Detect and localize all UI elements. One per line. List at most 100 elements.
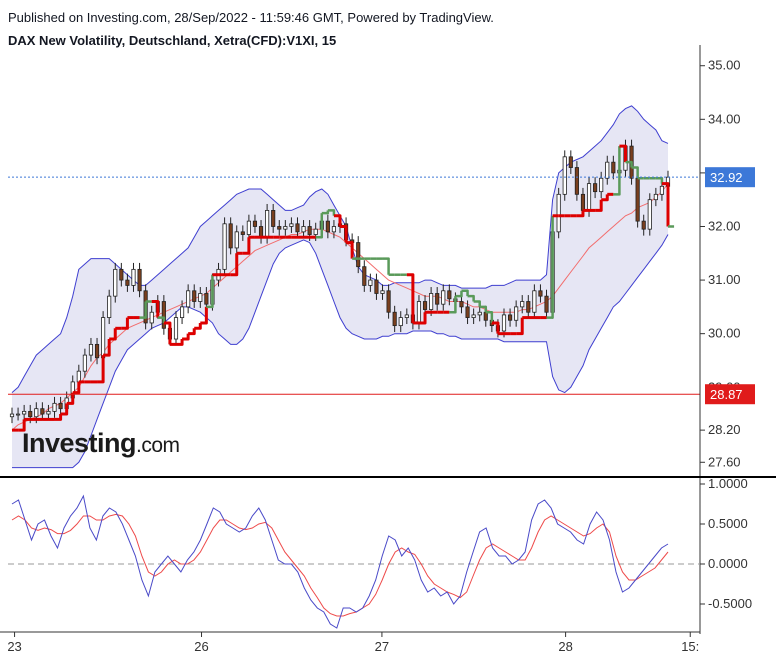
candle-body [240, 231, 245, 235]
oscillator-pane [8, 494, 700, 629]
candle-body [113, 268, 118, 297]
price-tick-label: 28.20 [708, 422, 741, 437]
candle-body [258, 226, 264, 238]
time-tick-label: 27 [375, 639, 389, 654]
supertrend-segment [461, 289, 469, 297]
candle-body [538, 290, 543, 297]
candle-body [593, 183, 598, 193]
supertrend-segment [333, 214, 342, 227]
candle-body [289, 223, 294, 227]
supertrend-segment [157, 316, 166, 323]
candle-body [161, 301, 166, 329]
candle-body [508, 314, 513, 321]
last-price-badge-bg [705, 167, 755, 188]
main-pane [9, 105, 675, 469]
supertrend-segment [467, 294, 475, 302]
candle-body [368, 279, 373, 286]
candle-body [514, 306, 519, 321]
candle-body [307, 226, 312, 235]
candle-body [131, 268, 136, 286]
supertrend-segment [315, 213, 324, 239]
supertrend-segment [103, 339, 111, 357]
candle-body [435, 293, 440, 305]
candle-body [580, 193, 586, 211]
candle-body [173, 317, 179, 340]
supertrend-segment [200, 306, 208, 325]
price-tick-label: 31.00 [708, 272, 741, 287]
investing-logo: Investing.com [22, 428, 180, 459]
supertrend-segment [151, 300, 160, 318]
supertrend-segment [54, 414, 63, 421]
candle-body [574, 167, 579, 195]
supertrend-segment [546, 215, 554, 319]
osc-tick-label: -0.5000 [708, 596, 752, 611]
published-note: Published on Investing.com, 28/Sep/2022 … [8, 10, 494, 25]
candle-body [9, 413, 15, 418]
candle-body [76, 370, 81, 383]
candle-body [313, 228, 318, 235]
candle-body [647, 199, 652, 230]
time-tick-label: 15: [681, 639, 699, 654]
supertrend-segment [625, 160, 633, 168]
candle-body [356, 242, 361, 268]
candle-body [404, 314, 409, 318]
candle-body [16, 413, 21, 416]
candle-body [283, 226, 288, 230]
supertrend-segment [619, 144, 627, 163]
candle-body [641, 220, 646, 230]
candle-body [459, 301, 464, 308]
candle-body [386, 290, 391, 313]
candle-body [265, 210, 270, 238]
supertrend-segment [491, 321, 500, 334]
candle-body [501, 314, 507, 332]
candle-body [192, 290, 197, 302]
candle-body [40, 408, 45, 415]
candle-body [659, 185, 664, 195]
candle-body [653, 193, 658, 201]
supertrend-segment [230, 253, 239, 277]
candle-body [52, 402, 57, 412]
candle-body [277, 226, 282, 230]
candle-body [477, 311, 482, 316]
supertrend-segment [340, 224, 348, 243]
osc-tick-label: 1.0000 [708, 476, 748, 491]
supertrend-segment [661, 182, 670, 227]
supertrend-segment [346, 241, 354, 259]
candle-body [46, 410, 51, 415]
supertrend-segment [18, 419, 26, 432]
candle-body [416, 301, 422, 324]
oscillator-main-line [11, 494, 669, 629]
chart-title: DAX New Volatility, Deutschland, Xetra(C… [8, 33, 337, 48]
candle-body [422, 301, 428, 310]
candle-body [252, 220, 258, 227]
candle-body [605, 161, 610, 179]
supertrend-segment [139, 301, 147, 319]
candle-body [198, 293, 203, 302]
price-tick-label: 30.00 [708, 326, 741, 341]
supertrend-segment [449, 296, 457, 314]
candle-body [88, 343, 94, 356]
candle-body [465, 306, 470, 318]
candle-body [392, 311, 397, 327]
candle-body [58, 402, 63, 410]
candle-body [119, 268, 124, 281]
supertrend-segment [631, 166, 639, 179]
candle-body [271, 210, 276, 227]
supertrend-segment [473, 300, 481, 307]
logo-text: Investing [22, 428, 137, 458]
supertrend-segment [479, 305, 488, 313]
candle-body [611, 161, 616, 174]
candle-body [635, 177, 640, 222]
price-tick-label: 35.00 [708, 58, 741, 73]
candle-body [82, 354, 87, 372]
candle-body [149, 311, 154, 324]
candle-body [234, 231, 239, 249]
candle-body [380, 290, 385, 294]
candle-body [301, 226, 306, 233]
supertrend-segment [327, 209, 336, 216]
candle-body [222, 223, 227, 270]
supertrend-segment [382, 257, 390, 275]
supertrend-segment [601, 194, 609, 202]
lower-band-line [12, 234, 669, 469]
